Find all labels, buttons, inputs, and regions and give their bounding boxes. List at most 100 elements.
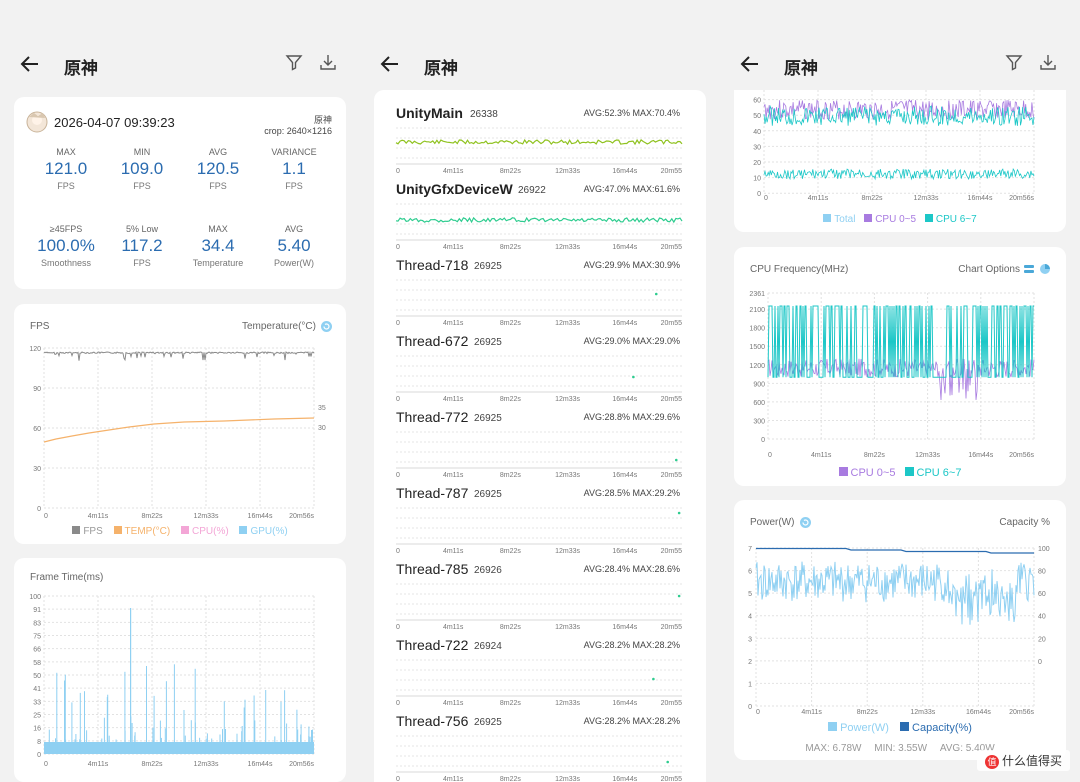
thread-row[interactable]: Thread-756 26925 AVG:28.2% MAX:28.2% 0 4m11s… — [374, 708, 706, 782]
time-tick-label: 12m33s — [915, 452, 940, 459]
thread-row[interactable]: Thread-718 26925 AVG:29.9% MAX:30.9% 0 4m11s… — [374, 252, 706, 328]
top-bar: 原神 — [734, 40, 1068, 90]
thread-pid: 26926 — [474, 565, 502, 576]
frame-time-spike — [222, 729, 223, 754]
thread-row[interactable]: UnityGfxDeviceW 26922 AVG:47.0% MAX:61.6% 0… — [374, 176, 706, 252]
frame-time-spike — [280, 701, 282, 754]
time-tick-label: 4m11s — [88, 513, 109, 520]
thread-usage-chart: 0 4m11s 8m22s 12m33s 16m44s 20m55 — [396, 507, 683, 554]
time-tick-label: 4m11s — [443, 624, 464, 630]
legend-capacity[interactable]: Capacity(%) — [900, 722, 972, 734]
axis-tick-label: 600 — [753, 400, 765, 407]
back-arrow-icon[interactable] — [378, 52, 402, 76]
stat-max-temperature: MAX 34.4 Temperature — [192, 224, 244, 268]
game-avatar — [26, 111, 48, 133]
download-icon[interactable] — [318, 52, 338, 72]
time-tick-label: 12m33s — [555, 624, 580, 630]
legend-temp[interactable]: TEMP(°C) — [113, 526, 170, 537]
thread-row[interactable]: Thread-772 26925 AVG:28.8% MAX:29.6% 0 4m11s… — [374, 404, 706, 480]
thread-pid: 26925 — [474, 717, 502, 728]
thread-stats: AVG:29.9% MAX:30.9% — [583, 260, 680, 270]
watermark: 值什么值得买 — [976, 750, 1070, 771]
time-tick-label: 8m22s — [861, 195, 883, 202]
filter-icon[interactable] — [284, 52, 304, 72]
axis-tick-label: 0 — [37, 752, 41, 759]
time-tick-label: 12m33s — [910, 709, 935, 716]
thread-row[interactable]: UnityMain 26338 AVG:52.3% MAX:70.4% 0 4m11s 8… — [374, 100, 706, 176]
legend-cpu6-7[interactable]: CPU 6~7 — [904, 467, 961, 479]
panel-fps-overview: 原神 2026-04-07 09:39:23 原神 crop: 2640×121… — [14, 0, 348, 782]
time-tick-label: 4m11s — [443, 244, 464, 250]
session-crop: crop: 2640×1216 — [264, 126, 332, 136]
axis-tick-label: 50 — [33, 673, 41, 680]
time-tick-label: 12m33s — [194, 513, 219, 520]
frame-time-spike — [108, 735, 110, 754]
axis-tick-label: 60 — [33, 426, 41, 433]
pie-chart-icon[interactable] — [1040, 264, 1050, 274]
thread-pid: 26925 — [474, 337, 502, 348]
power-axis-label: Power(W) — [750, 517, 795, 528]
frame-time-spike — [86, 730, 88, 754]
download-icon[interactable] — [1038, 52, 1058, 72]
time-tick-label: 8m22s — [141, 513, 163, 520]
axis-tick-label: 0 — [748, 704, 752, 711]
back-arrow-icon[interactable] — [18, 52, 42, 76]
axis-tick-label: 2 — [748, 659, 752, 666]
back-arrow-icon[interactable] — [738, 52, 762, 76]
time-tick-label: 4m11s — [811, 452, 832, 459]
thread-stats: AVG:47.0% MAX:61.6% — [583, 184, 680, 194]
thread-usage-point — [652, 677, 655, 681]
thread-usage-point — [654, 292, 658, 296]
time-tick-label: 16m44s — [612, 700, 637, 706]
thread-stats: AVG:52.3% MAX:70.4% — [583, 108, 680, 118]
legend-total[interactable]: Total — [823, 214, 855, 225]
axis-tick-label: 100 — [29, 594, 41, 601]
thread-name: Thread-785 — [396, 561, 469, 577]
legend-cpu0-5[interactable]: CPU 0~5 — [864, 214, 916, 225]
time-tick-label: 16m44s — [612, 168, 637, 174]
time-tick-label: 0 — [764, 195, 768, 202]
power-footer: MAX: 6.78W MIN: 3.55W AVG: 5.40W — [734, 743, 1066, 754]
axis-tick-label: 100 — [1038, 546, 1050, 553]
cpu-usage-chart: 60 50 40 30 20 10 00 4m11s 8m22s 12m33s 16m44s 20m5… — [753, 90, 1035, 202]
filter-icon[interactable] — [1004, 52, 1024, 72]
legend-cpu0-5[interactable]: CPU 0~5 — [838, 467, 895, 479]
time-tick-label: 12m33s — [194, 761, 219, 768]
thread-row[interactable]: Thread-672 26925 AVG:29.0% MAX:29.0% 0 4m11s… — [374, 328, 706, 404]
legend-cpu6-7[interactable]: CPU 6~7 — [924, 214, 977, 225]
time-tick-label: 8m22s — [141, 761, 163, 768]
time-tick-label: 0 — [396, 168, 400, 174]
frame-time-spike — [146, 666, 147, 754]
time-tick-label: 4m11s — [808, 195, 829, 202]
axis-tick-label: 10 — [753, 176, 761, 183]
thread-row[interactable]: Thread-785 26926 AVG:28.4% MAX:28.6% 0 4m11s… — [374, 556, 706, 632]
frame-time-card: Frame Time(ms) 100 91 83 75 66 58 50 41 33 25 16 8 0… — [14, 558, 346, 782]
thread-usage-chart: 0 4m11s 8m22s 12m33s 16m44s 20m55 — [396, 659, 682, 706]
time-tick-label: 0 — [396, 244, 400, 250]
refresh-icon[interactable] — [800, 517, 811, 528]
thread-row[interactable]: Thread-787 26925 AVG:28.5% MAX:29.2% 0 4m11s… — [374, 480, 706, 556]
legend-cpu[interactable]: CPU(%) — [181, 526, 229, 537]
axis-tick-label: 16 — [33, 726, 41, 733]
axis-tick-label: 0 — [1038, 659, 1042, 666]
frame-time-spike — [101, 738, 103, 754]
time-tick-label: 8m22s — [500, 700, 522, 706]
legend-power[interactable]: Power(W) — [828, 722, 889, 734]
stat-smoothness: ≥45FPS 100.0% Smoothness — [37, 224, 95, 268]
time-tick-label: 16m44s — [966, 709, 991, 716]
thread-usage-chart: 0 4m11s 8m22s 12m33s 16m44s 20m55 — [396, 355, 682, 402]
layers-icon[interactable] — [1024, 264, 1034, 274]
legend-gpu[interactable]: GPU(%) — [239, 526, 288, 537]
refresh-icon[interactable] — [321, 321, 332, 332]
frame-time-spike — [205, 738, 207, 754]
time-tick-label: 20m56s — [1009, 452, 1034, 459]
chart-options-button[interactable]: Chart Options — [958, 264, 1020, 275]
legend-fps[interactable]: FPS — [72, 526, 103, 537]
time-tick-label: 8m22s — [864, 452, 886, 459]
thread-row[interactable]: Thread-722 26924 AVG:28.2% MAX:28.2% 0 4m11s… — [374, 632, 706, 708]
time-tick-label: 20m55 — [661, 548, 683, 554]
axis-tick-label: 300 — [753, 418, 765, 425]
time-tick-label: 0 — [396, 700, 400, 706]
frame-time-spike — [115, 739, 117, 754]
